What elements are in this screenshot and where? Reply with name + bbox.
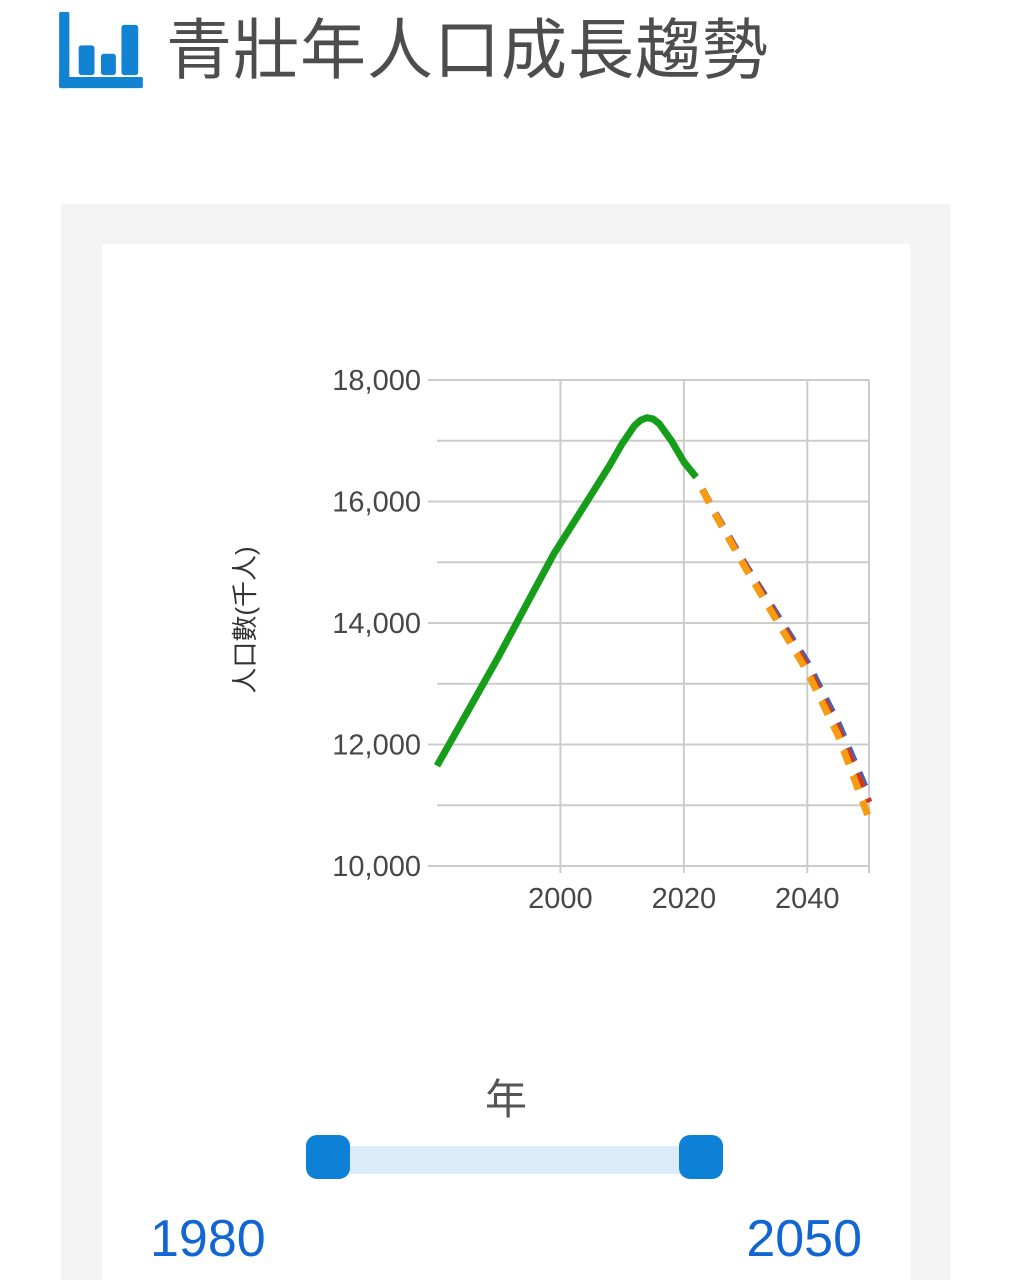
- slider-label: 年: [484, 1076, 527, 1123]
- page-title: 青壯年人口成長趨勢: [166, 13, 769, 87]
- slider-track[interactable]: [330, 1146, 699, 1174]
- line-chart[interactable]: 10,000 12,000 14,000 16,000 18,000 2000 2020 20…: [102, 244, 910, 934]
- slider-handle-min[interactable]: [306, 1135, 350, 1179]
- svg-text:2020: 2020: [652, 883, 717, 915]
- page-header: 青壯年人口成長趨勢: [56, 10, 769, 90]
- y-axis-title: 人口數(千人): [230, 546, 260, 694]
- svg-text:2000: 2000: [528, 883, 593, 915]
- range-min-label: 1980: [150, 1210, 266, 1268]
- svg-text:18,000: 18,000: [332, 365, 421, 397]
- bar-chart-icon: [59, 11, 143, 89]
- slider-range-labels: 1980 2050: [150, 1209, 862, 1269]
- range-max-label: 2050: [746, 1210, 862, 1268]
- slider-handle-max[interactable]: [679, 1135, 723, 1179]
- svg-text:10,000: 10,000: [332, 851, 421, 883]
- svg-text:16,000: 16,000: [332, 487, 421, 519]
- chart-card: 10,000 12,000 14,000 16,000 18,000 2000 2020 20…: [102, 244, 910, 1280]
- year-range-slider: [306, 1135, 723, 1179]
- svg-text:12,000: 12,000: [332, 730, 421, 762]
- content-panel: 10,000 12,000 14,000 16,000 18,000 2000 2020 20…: [61, 204, 951, 1280]
- svg-text:2040: 2040: [775, 883, 840, 915]
- svg-text:14,000: 14,000: [332, 608, 421, 640]
